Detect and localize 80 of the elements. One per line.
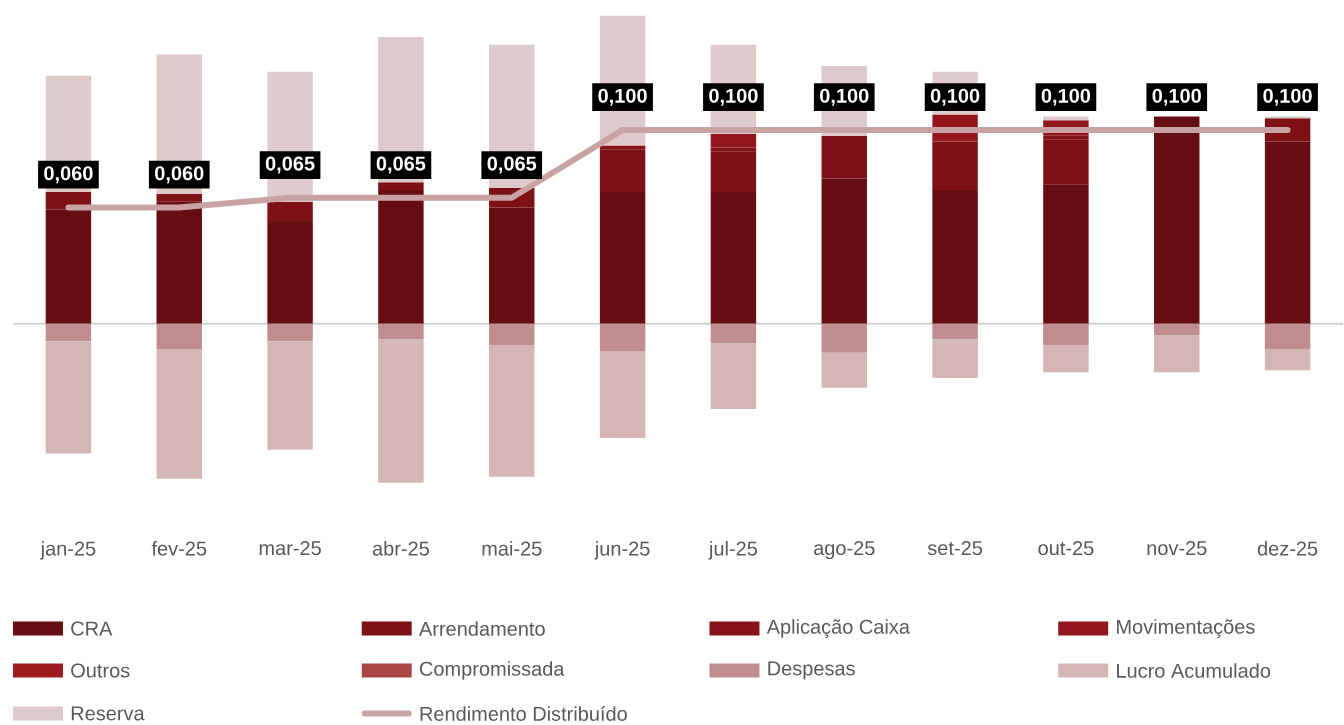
x-tick-label: nov-25 bbox=[1147, 540, 1207, 555]
bar bbox=[489, 344, 535, 477]
legend-label: Despesas bbox=[768, 661, 855, 680]
x-tick-label: mai-25 bbox=[482, 540, 542, 556]
data-label: 0,100 bbox=[709, 88, 758, 106]
bar bbox=[1043, 139, 1089, 185]
data-label: 0,060 bbox=[44, 165, 93, 184]
bar bbox=[378, 339, 424, 483]
bar bbox=[599, 191, 646, 324]
data-label: 0,100 bbox=[1041, 88, 1091, 106]
legend-label: Movimentações bbox=[1117, 618, 1255, 638]
data-label: 0,065 bbox=[376, 156, 426, 174]
x-tick-label: jun-25 bbox=[594, 540, 650, 560]
bar bbox=[599, 149, 646, 192]
bar bbox=[1043, 344, 1089, 372]
bar bbox=[156, 193, 202, 202]
bar bbox=[821, 135, 867, 179]
x-tick-label: mar-25 bbox=[259, 540, 321, 555]
x-tick-label: abr-25 bbox=[372, 540, 429, 556]
bar bbox=[156, 348, 202, 479]
bar bbox=[267, 340, 313, 450]
bar bbox=[1264, 348, 1311, 371]
legend-label: CRA bbox=[71, 621, 113, 636]
bar bbox=[1154, 323, 1200, 336]
legend-label: Reserva bbox=[71, 706, 145, 721]
legend-label: Aplicação Caixa bbox=[766, 618, 910, 638]
bar bbox=[599, 323, 646, 351]
bar bbox=[710, 151, 757, 192]
bar bbox=[267, 201, 313, 221]
bar bbox=[45, 209, 92, 324]
bar bbox=[1043, 323, 1089, 345]
bar bbox=[1043, 116, 1089, 121]
x-tick-label: jul-25 bbox=[708, 540, 758, 560]
data-label: 0,100 bbox=[930, 88, 980, 106]
bar bbox=[45, 323, 92, 341]
data-label: 0,060 bbox=[155, 165, 204, 184]
bar bbox=[267, 220, 313, 324]
bar bbox=[1264, 141, 1311, 324]
data-label: 0,100 bbox=[1263, 88, 1312, 106]
bar bbox=[599, 350, 646, 438]
bar bbox=[156, 323, 202, 349]
data-label: 0,100 bbox=[1152, 88, 1201, 106]
bar bbox=[821, 178, 867, 324]
legend-label: Rendimento Distribuído bbox=[420, 705, 627, 721]
data-label: 0,065 bbox=[265, 156, 315, 174]
bar bbox=[710, 191, 757, 324]
bar bbox=[489, 323, 535, 345]
data-label: 0,100 bbox=[598, 88, 647, 106]
x-tick-label: set-25 bbox=[927, 540, 983, 555]
bar bbox=[932, 339, 978, 378]
bar bbox=[932, 189, 978, 324]
x-tick-label: ago-25 bbox=[814, 540, 875, 559]
bar bbox=[45, 340, 92, 454]
x-tick-label: out-25 bbox=[1038, 540, 1094, 555]
bar bbox=[378, 182, 424, 190]
bar bbox=[1154, 116, 1200, 324]
x-tick-label: dez-25 bbox=[1257, 540, 1318, 556]
bar bbox=[1043, 184, 1089, 324]
legend-label: Compromissada bbox=[419, 660, 565, 680]
legend-label: Lucro Acumulado bbox=[1117, 662, 1271, 678]
bar bbox=[1154, 335, 1200, 372]
bar bbox=[378, 323, 424, 340]
bar bbox=[932, 141, 978, 190]
bar bbox=[489, 207, 535, 324]
bar bbox=[267, 323, 313, 341]
data-label: 0,065 bbox=[487, 156, 537, 174]
x-tick-label: fev-25 bbox=[151, 540, 207, 556]
bar bbox=[710, 133, 757, 148]
bar bbox=[1264, 323, 1311, 349]
x-tick-label: jan-25 bbox=[40, 540, 96, 560]
bar bbox=[821, 323, 867, 353]
bar bbox=[710, 323, 757, 343]
bar bbox=[378, 189, 424, 324]
data-label: 0,100 bbox=[820, 88, 869, 106]
legend-label: Outros bbox=[71, 663, 130, 678]
bar bbox=[821, 352, 867, 388]
bar bbox=[710, 342, 757, 409]
bar bbox=[932, 323, 978, 340]
legend-label: Arrendamento bbox=[419, 620, 545, 636]
bar bbox=[156, 201, 202, 324]
